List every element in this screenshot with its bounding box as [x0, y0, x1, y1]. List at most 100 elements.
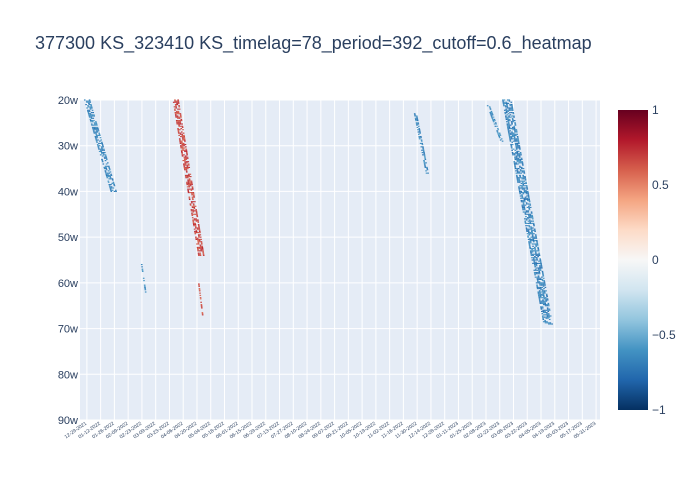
- heatmap-cell: [87, 100, 90, 102]
- heatmap-cell: [176, 123, 179, 125]
- heatmap-cell: [195, 209, 197, 211]
- heatmap-cell: [178, 123, 180, 125]
- heatmap-cell: [523, 190, 526, 192]
- heatmap-cell: [528, 219, 531, 221]
- heatmap-cell: [194, 222, 197, 224]
- heatmap-cell: [98, 145, 101, 147]
- heatmap-cell: [95, 122, 97, 124]
- heatmap-cell: [524, 222, 527, 224]
- heatmap-cell: [511, 131, 513, 133]
- heatmap-cell: [186, 164, 189, 166]
- heatmap-cell: [200, 305, 203, 307]
- heatmap-cell: [191, 213, 193, 215]
- heatmap-cell: [538, 252, 540, 254]
- heatmap-cell: [98, 133, 101, 135]
- heatmap-cell: [196, 227, 199, 229]
- heatmap-cell: [509, 104, 511, 106]
- heatmap-cell: [498, 136, 501, 138]
- heatmap-cell: [530, 228, 533, 230]
- heatmap-cell: [513, 137, 516, 139]
- heatmap-cell: [202, 252, 205, 254]
- heatmap-cell: [108, 178, 111, 180]
- heatmap-cell: [525, 211, 528, 213]
- heatmap-cell: [532, 240, 535, 242]
- heatmap-cell: [508, 100, 511, 102]
- heatmap-cell: [195, 218, 197, 220]
- heatmap-cell: [547, 322, 550, 324]
- heatmap-cell: [195, 229, 198, 231]
- heatmap-cell: [537, 281, 539, 283]
- heatmap-cell: [507, 129, 510, 131]
- heatmap-cell: [181, 123, 183, 125]
- heatmap-cell: [178, 134, 180, 136]
- heatmap-cell: [197, 250, 199, 252]
- heatmap-cell: [526, 203, 528, 205]
- heatmap-cell: [183, 156, 186, 158]
- heatmap-cell: [201, 312, 204, 314]
- heatmap-cell: [97, 139, 99, 141]
- heatmap-cell: [183, 139, 186, 141]
- heatmap-cell: [517, 155, 519, 157]
- heatmap-cell: [191, 186, 194, 188]
- heatmap-cell: [504, 113, 507, 115]
- heatmap-cell: [542, 274, 544, 276]
- heatmap-cell: [547, 309, 549, 311]
- heatmap-cell: [508, 124, 510, 126]
- heatmap-cell: [194, 232, 196, 234]
- heatmap-cell: [508, 115, 510, 117]
- heatmap-cell: [92, 124, 95, 126]
- heatmap-cell: [201, 243, 203, 245]
- heatmap-cell: [540, 288, 542, 290]
- heatmap-cell: [546, 305, 548, 307]
- heatmap-cell: [99, 140, 101, 142]
- heatmap-cell: [515, 138, 518, 140]
- heatmap-cell: [188, 176, 190, 178]
- heatmap-cell: [518, 180, 521, 182]
- heatmap-cell: [179, 139, 181, 141]
- heatmap-cell: [541, 280, 544, 282]
- heatmap-cell: [201, 249, 204, 251]
- heatmap-cell: [542, 302, 545, 304]
- heatmap-cell: [186, 157, 189, 159]
- heatmap-cell: [196, 248, 199, 250]
- heatmap-cell: [540, 301, 543, 303]
- heatmap-cell: [531, 251, 534, 253]
- heatmap-cell: [502, 104, 505, 106]
- heatmap-cell: [175, 116, 177, 118]
- heatmap-cell: [538, 282, 541, 284]
- heatmap-cell: [538, 273, 541, 275]
- heatmap-cell: [101, 160, 104, 162]
- heatmap-cell: [112, 181, 115, 183]
- heatmap-cell: [493, 123, 496, 125]
- heatmap-cell: [415, 115, 418, 117]
- heatmap-cell: [183, 136, 185, 138]
- heatmap-cell: [523, 192, 526, 194]
- heatmap-cell: [537, 272, 539, 274]
- heatmap-cell: [528, 217, 531, 219]
- heatmap-cell: [517, 157, 520, 159]
- heatmap-cell: [184, 162, 187, 164]
- heatmap-cell: [199, 252, 201, 254]
- heatmap-cell: [544, 322, 547, 324]
- heatmap-cell: [192, 203, 195, 205]
- heatmap-cell: [89, 114, 92, 116]
- heatmap-cell: [539, 277, 542, 279]
- heatmap-cell: [532, 241, 535, 243]
- heatmap-cell: [197, 234, 200, 236]
- heatmap-cell: [200, 250, 203, 252]
- heatmap-cell: [197, 249, 199, 251]
- heatmap-cell: [507, 130, 510, 132]
- heatmap-cell: [178, 125, 181, 127]
- heatmap-cell: [174, 101, 177, 103]
- heatmap-cell: [502, 99, 504, 101]
- heatmap-cell: [522, 192, 524, 194]
- heatmap-cell: [540, 282, 543, 284]
- heatmap-cell: [198, 226, 200, 228]
- heatmap-cell: [505, 102, 508, 104]
- heatmap-cell: [513, 120, 516, 122]
- heatmap-cell: [177, 120, 180, 122]
- heatmap-cell: [527, 195, 530, 197]
- heatmap-cell: [185, 158, 188, 160]
- heatmap-cell: [517, 150, 520, 152]
- heatmap-cell: [522, 209, 524, 211]
